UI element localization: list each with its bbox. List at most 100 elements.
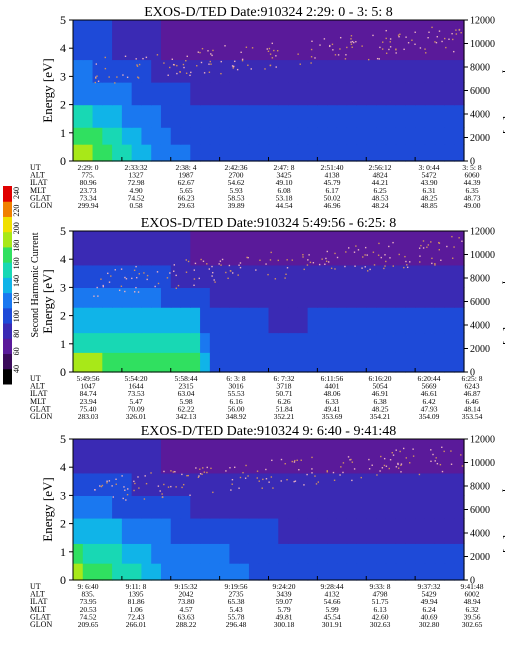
spectrum-cell <box>278 307 289 334</box>
spectrum-cell <box>102 495 113 519</box>
temperature-point <box>431 262 433 265</box>
temperature-point <box>325 260 328 262</box>
temperature-point <box>376 57 379 60</box>
spectrum-cell <box>288 439 299 474</box>
spectrum-cell <box>415 144 426 162</box>
spectrum-cell <box>268 231 279 266</box>
table-cell: 48.94 <box>464 597 481 606</box>
temperature-point <box>265 263 267 265</box>
temperature-point <box>133 480 135 483</box>
spectrum-cell <box>200 543 211 564</box>
temperature-point <box>406 264 408 266</box>
spectrum-cell <box>415 543 426 564</box>
temperature-point <box>388 245 390 248</box>
spectrum-cell <box>229 287 240 308</box>
temperature-point <box>444 37 446 40</box>
spectrum-cell <box>346 439 358 474</box>
spectrum-cell <box>317 307 328 334</box>
spectrum-cell <box>258 352 270 373</box>
spectrum-cell <box>288 563 299 581</box>
spectrum-cell <box>336 332 348 353</box>
temperature-point <box>392 265 394 267</box>
table-cell: 48.14 <box>464 404 481 413</box>
table-cell: 43.90 <box>421 178 438 187</box>
temperature-point <box>336 256 339 259</box>
temperature-point <box>210 63 212 65</box>
table-cell: 74.52 <box>80 612 97 621</box>
temperature-tick-label: 0 <box>470 157 475 168</box>
spectrum-cell <box>190 543 201 564</box>
spectrum-cell <box>327 332 338 353</box>
spectrum-cell <box>376 352 387 373</box>
temperature-point <box>231 478 234 481</box>
temperature-point <box>114 82 116 84</box>
temperature-point <box>267 273 269 276</box>
spectrum-cell <box>82 439 94 474</box>
spectrum-cell <box>444 352 455 373</box>
spectrum-cell <box>395 104 406 128</box>
temperature-point <box>350 43 353 45</box>
table-cell: 9:41:48 <box>461 582 484 591</box>
temperature-point <box>450 450 452 452</box>
table-cell: 1644 <box>129 382 144 391</box>
table-cell: 1047 <box>81 382 96 391</box>
spectrum-cell <box>131 59 143 83</box>
spectrum-cell <box>190 472 201 496</box>
spectrum-cell <box>73 82 84 106</box>
spectrum-cell <box>170 439 182 474</box>
temperature-point <box>211 54 213 57</box>
table-cell: 49.00 <box>464 201 481 210</box>
spectrum-cell <box>385 144 397 162</box>
spectrum-cell <box>356 231 367 266</box>
spectrum-cell <box>454 517 465 544</box>
temperature-point <box>455 29 457 31</box>
temperature-point <box>350 458 352 461</box>
spectrum-cell <box>258 20 270 61</box>
temperature-point <box>274 278 277 280</box>
spectrum-cell <box>92 332 103 353</box>
temperature-point <box>455 33 458 35</box>
spectrum-cell <box>297 472 309 496</box>
spectrum-cell <box>151 231 162 266</box>
temperature-point <box>350 38 352 40</box>
spectrum-cell <box>405 495 416 519</box>
temperature-point <box>392 241 394 244</box>
temperature-point <box>175 287 177 289</box>
spectrum-cell <box>268 144 279 162</box>
spectrum-cell <box>121 332 133 353</box>
temperature-point <box>161 493 163 495</box>
spectrum-cell <box>297 495 309 519</box>
table-cell: 9:19:56 <box>225 582 248 591</box>
temperature-point <box>265 468 267 471</box>
spectrum-cell <box>366 332 377 353</box>
temperature-point <box>311 40 313 42</box>
temperature-point <box>350 41 352 43</box>
spectrum-cell <box>405 563 416 581</box>
spectrum-cell <box>102 543 113 564</box>
temperature-point <box>308 254 310 256</box>
temperature-point <box>400 464 402 466</box>
spectrum-cell <box>121 82 133 106</box>
spectrum-cell <box>112 563 123 581</box>
temperature-point <box>221 258 224 261</box>
spectrum-cell <box>102 264 113 288</box>
temperature-point <box>445 46 447 49</box>
temperature-point <box>389 257 391 259</box>
spectrum-cell <box>219 495 230 519</box>
temperature-point <box>373 264 376 266</box>
table-cell: 63.63 <box>178 612 195 621</box>
temperature-point <box>275 55 277 57</box>
table-cell: 42.60 <box>372 612 389 621</box>
spectrum-cell <box>307 472 318 496</box>
spectrum-cell <box>239 82 250 106</box>
table-cell: 45.54 <box>324 612 341 621</box>
spectrum-cell <box>180 307 191 334</box>
temperature-point <box>179 71 181 73</box>
spectrogram <box>73 231 465 373</box>
temperature-point <box>170 485 172 488</box>
temperature-point <box>330 267 333 269</box>
temperature-point <box>247 64 249 66</box>
row-label: ILAT <box>30 389 47 398</box>
table-cell: 3: 5: 8 <box>462 163 481 172</box>
temperature-point <box>340 466 342 468</box>
